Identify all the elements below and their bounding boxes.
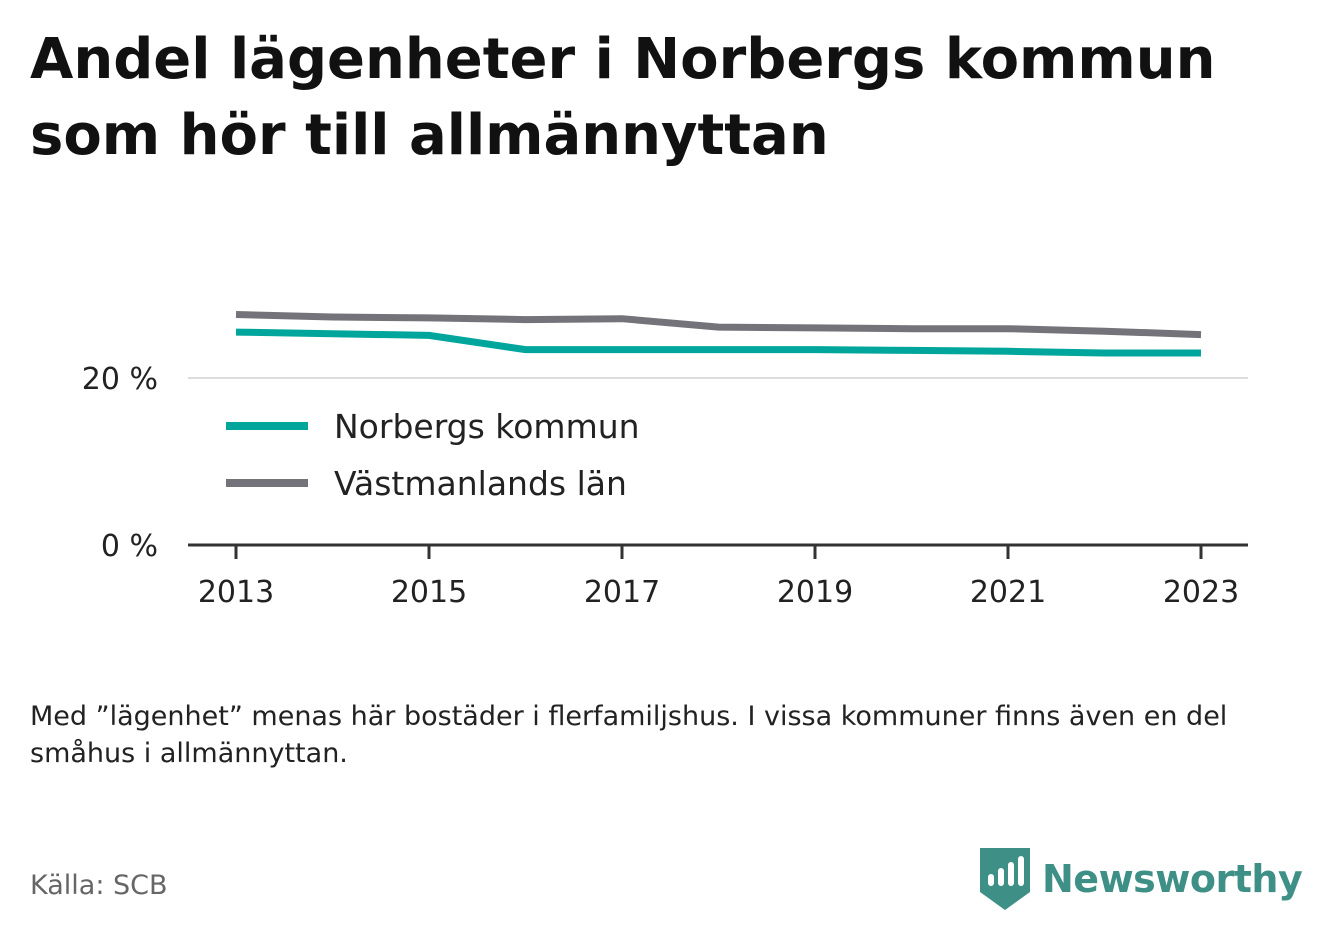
brand-name: Newsworthy xyxy=(1042,857,1303,901)
legend-label: Norbergs kommun xyxy=(334,407,640,446)
series-line-0 xyxy=(235,328,1201,357)
legend-label: Västmanlands län xyxy=(334,464,627,503)
x-tick-label: 2013 xyxy=(198,575,274,610)
x-tick-label: 2017 xyxy=(584,575,660,610)
legend: Norbergs kommun Västmanlands län xyxy=(226,407,640,503)
x-tick-label: 2021 xyxy=(970,575,1046,610)
series-lines xyxy=(235,311,1202,357)
newsworthy-logo-icon xyxy=(980,848,1030,910)
x-tick-label: 2023 xyxy=(1163,575,1239,610)
y-tick-label: 20 % xyxy=(82,362,158,397)
brand-logo: Newsworthy xyxy=(980,848,1303,910)
y-tick-label: 0 % xyxy=(101,529,158,564)
x-tick-label: 2015 xyxy=(391,575,467,610)
chart-title: Andel lägenheter i Norbergs kommun som h… xyxy=(30,27,1216,168)
axes: 0 % 20 % 2013 2015 2017 2019 2021 2023 xyxy=(82,362,1248,610)
line-chart: 0 % 20 % 2013 2015 2017 2019 2021 2023 Norbergs… xyxy=(82,311,1248,610)
source-label: Källa: SCB xyxy=(30,870,168,901)
chart-note: Med ”lägenhet” menas här bostäder i fler… xyxy=(30,701,1228,769)
x-tick-label: 2019 xyxy=(777,575,853,610)
series-line-1 xyxy=(235,311,1202,339)
